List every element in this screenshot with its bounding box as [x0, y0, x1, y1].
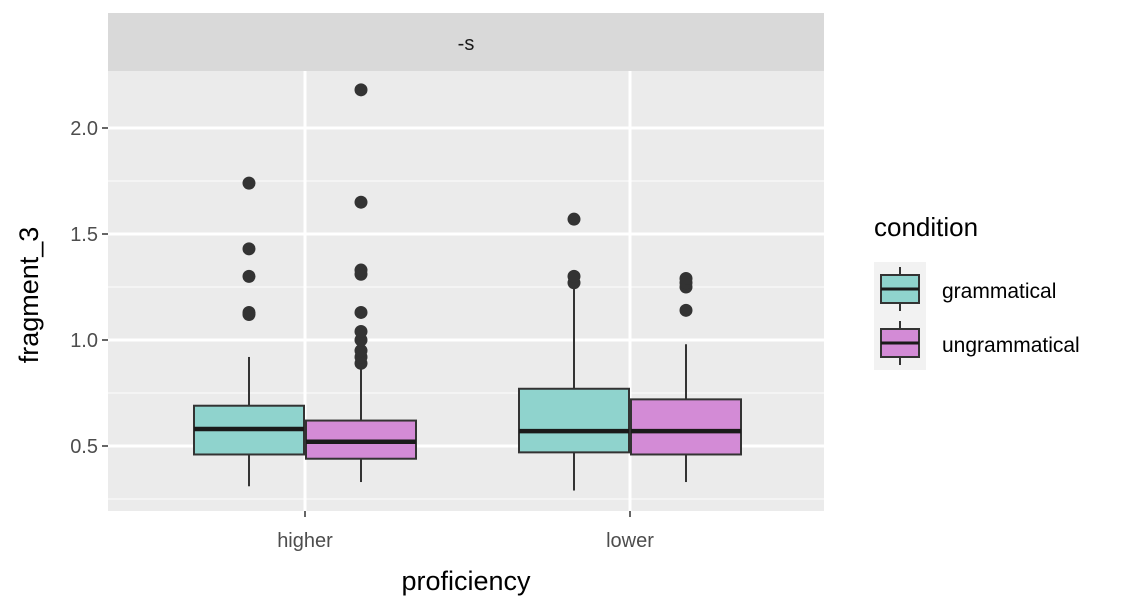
y-axis-ticks: 0.5 1.0 1.5 2.0 [70, 118, 108, 458]
x-tick-label-lower: lower [606, 530, 654, 552]
boxplots [193, 83, 742, 491]
legend-label-ungrammatical: ungrammatical [942, 334, 1080, 357]
facet-strip [108, 13, 824, 71]
x-axis-title: proficiency [401, 566, 531, 596]
outlier-point [242, 176, 256, 190]
outlier-point [354, 344, 368, 358]
outlier-point [242, 269, 256, 283]
legend-key-ungrammatical [874, 316, 926, 370]
outlier-point [354, 263, 368, 277]
box-iqr [630, 398, 742, 456]
outlier-point [679, 272, 693, 286]
y-tick-label: 1.0 [70, 330, 98, 352]
outlier-point [354, 195, 368, 209]
outlier-point [567, 212, 581, 226]
y-tick-label: 2.0 [70, 118, 98, 140]
facet-strip-label: -s [458, 33, 475, 55]
outlier-point [354, 305, 368, 319]
boxplot-grammatical-lower [518, 212, 630, 491]
outlier-point [354, 325, 368, 339]
boxplot-grammatical-higher [193, 176, 305, 487]
y-tick-label: 1.5 [70, 224, 98, 246]
outlier-point [242, 305, 256, 319]
boxplot-ungrammatical-lower [630, 272, 742, 483]
box-iqr [518, 387, 630, 454]
outlier-point [679, 303, 693, 317]
outlier-point [242, 242, 256, 256]
boxplot-ungrammatical-higher [305, 83, 417, 483]
legend: condition grammatical ungrammatical [874, 212, 1080, 370]
outlier-point [354, 83, 368, 97]
legend-title: condition [874, 212, 978, 242]
y-tick-label: 0.5 [70, 436, 98, 458]
y-axis-title: fragment_3 [14, 227, 44, 364]
legend-label-grammatical: grammatical [942, 280, 1056, 303]
x-tick-label-higher: higher [277, 530, 333, 552]
x-axis-ticks: higher lower [277, 511, 654, 552]
outlier-point [567, 269, 581, 283]
legend-key-grammatical [874, 262, 926, 316]
